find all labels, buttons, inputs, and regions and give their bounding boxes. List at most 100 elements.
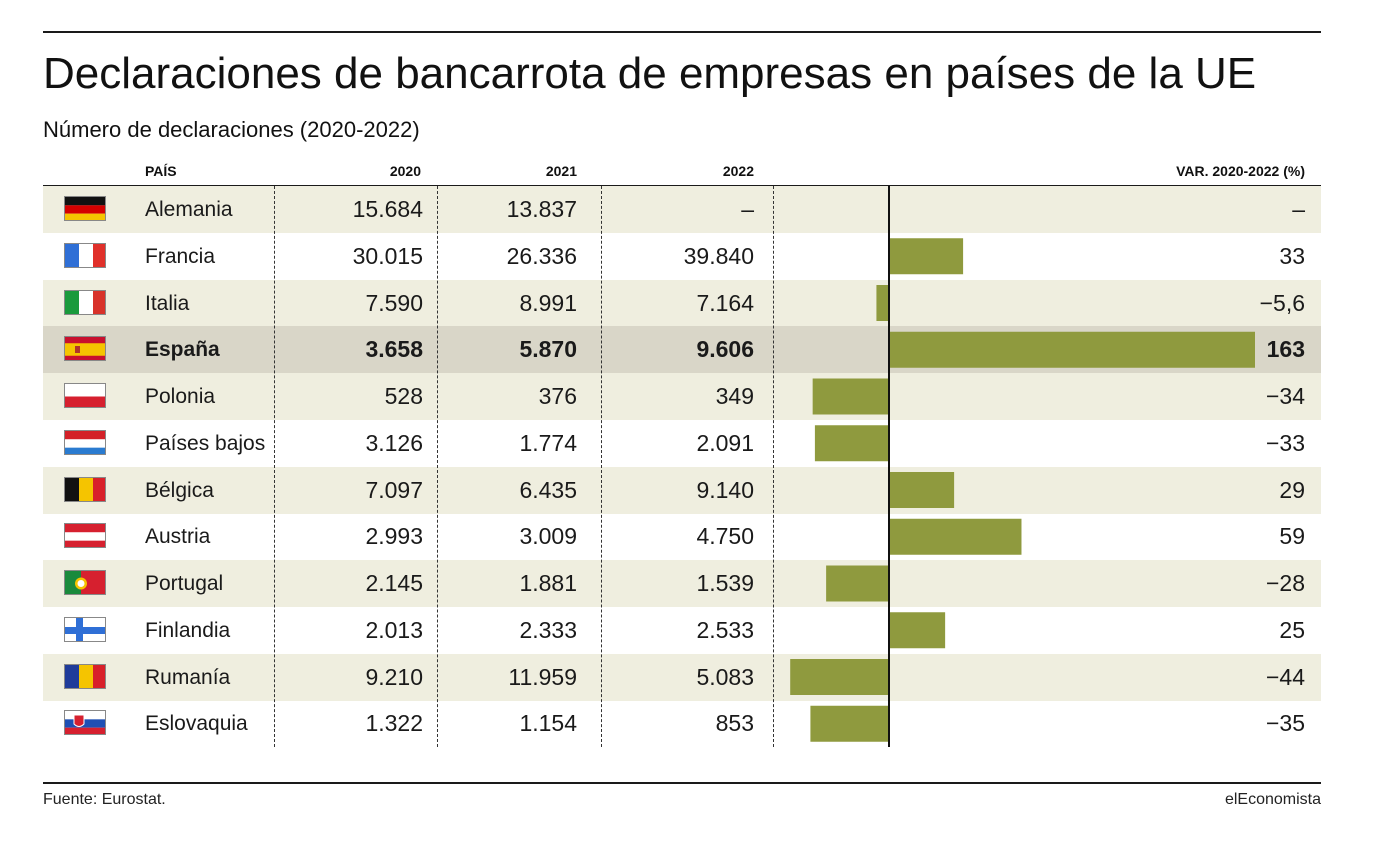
table-row: Rumanía 9.210 11.959 5.083 −44 (43, 653, 1321, 701)
country-name: Eslovaquia (145, 712, 248, 736)
country-name: Portugal (145, 572, 224, 595)
table-row: Austria 2.993 3.009 4.750 59 (43, 513, 1321, 560)
country-name: Bélgica (145, 478, 214, 502)
belgium-flag (64, 476, 106, 502)
value-2020: 7.097 (365, 476, 423, 503)
germany-flag (64, 196, 106, 221)
country-name: Países bajos (145, 431, 266, 455)
value-2020: 2.013 (365, 616, 423, 643)
netherlands-flag (64, 429, 106, 455)
value-2022: 4.750 (696, 523, 754, 550)
finland-flag (64, 616, 106, 642)
poland-flag (64, 383, 106, 408)
column-divider (601, 186, 602, 747)
austria-flag (64, 523, 106, 549)
value-2020: 528 (384, 383, 423, 409)
value-2022: 9.606 (696, 336, 754, 363)
chart-subtitle: Número de declaraciones (2020-2022) (43, 117, 420, 142)
value-2022: 2.533 (696, 616, 754, 643)
header-2022: 2022 (722, 163, 754, 179)
table-row: Bélgica 7.097 6.435 9.140 29 (43, 466, 1321, 514)
value-2021: 3.009 (519, 523, 577, 550)
table-row: Alemania 15.684 13.837 – – (43, 186, 1321, 233)
data-table: Alemania 15.684 13.837 – – Francia 30.015 26.33… (43, 186, 1321, 747)
value-2021: 376 (538, 383, 577, 409)
table-row: Italia 7.590 8.991 7.164 −5,6 (43, 279, 1321, 327)
romania-flag (64, 663, 106, 689)
value-2022: 1.539 (696, 570, 754, 596)
value-2020: 2.993 (365, 523, 423, 550)
italy-flag (64, 289, 106, 315)
country-name: Polonia (145, 385, 216, 408)
value-2021: 1.774 (519, 429, 577, 456)
table-row: España 3.658 5.870 9.606 163 (43, 326, 1321, 374)
country-name: Alemania (145, 198, 233, 221)
variation-label: −44 (1265, 663, 1305, 690)
value-2020: 30.015 (352, 242, 423, 269)
table-row: Polonia 528 376 349 −34 (43, 373, 1321, 420)
header-variation: VAR. 2020-2022 (%) (1176, 163, 1305, 179)
value-2022: 5.083 (696, 663, 754, 690)
table-row: Francia 30.015 26.336 39.840 33 (43, 233, 1321, 280)
portugal-flag (64, 570, 106, 595)
variation-label: −5,6 (1259, 289, 1305, 316)
spain-flag (64, 336, 106, 362)
variation-label: 59 (1279, 523, 1305, 550)
variation-label: 163 (1266, 336, 1305, 363)
country-name: Finlandia (145, 618, 231, 642)
country-name: Rumanía (145, 665, 231, 689)
zero-axis (888, 186, 890, 747)
value-2020: 9.210 (365, 663, 423, 690)
value-2021: 13.837 (506, 196, 577, 222)
header-2021: 2021 (545, 163, 577, 179)
table-row: Portugal 2.145 1.881 1.539 −28 (43, 560, 1321, 607)
value-2022: 2.091 (696, 429, 754, 456)
value-2022: 39.840 (683, 242, 754, 269)
source-note: Fuente: Eurostat. (43, 791, 166, 808)
value-2021: 1.154 (519, 710, 577, 737)
variation-label: 25 (1279, 616, 1305, 643)
header-country: PAÍS (145, 163, 177, 179)
chart-title: Declaraciones de bancarrota de empresas … (43, 49, 1257, 98)
country-name: Italia (145, 291, 190, 315)
variation-label: −35 (1265, 710, 1305, 737)
bottom-rule (43, 782, 1321, 784)
value-2020: 2.145 (365, 570, 423, 596)
variation-label: 33 (1279, 242, 1305, 269)
top-rule (43, 31, 1321, 33)
variation-label: −34 (1265, 383, 1305, 409)
variation-label: 29 (1279, 476, 1305, 503)
header-rule (43, 185, 1321, 186)
table-row: Eslovaquia 1.322 1.154 853 −35 (43, 700, 1321, 747)
value-2022: 9.140 (696, 476, 754, 503)
value-2022: 853 (715, 710, 754, 737)
value-2022: 349 (715, 383, 754, 409)
value-2021: 6.435 (519, 476, 577, 503)
france-flag (64, 242, 106, 268)
slovakia-flag (64, 710, 106, 736)
column-divider (274, 186, 275, 747)
column-divider (437, 186, 438, 747)
value-2021: 5.870 (519, 336, 577, 363)
column-divider (773, 186, 774, 747)
value-2021: 8.991 (519, 289, 577, 316)
value-2020: 1.322 (365, 710, 423, 737)
value-2022: – (741, 196, 754, 222)
header-2020: 2020 (389, 163, 421, 179)
value-2021: 2.333 (519, 616, 577, 643)
variation-label: – (1292, 196, 1305, 222)
country-name: Austria (145, 525, 211, 549)
value-2021: 26.336 (506, 242, 577, 269)
country-name: España (145, 338, 220, 362)
brand-logo: elEconomista (1224, 791, 1321, 808)
value-2022: 7.164 (696, 289, 754, 316)
value-2020: 3.126 (365, 429, 423, 456)
value-2021: 1.881 (519, 570, 577, 596)
table-row: Finlandia 2.013 2.333 2.533 25 (43, 607, 1321, 654)
value-2020: 3.658 (365, 336, 423, 363)
value-2021: 11.959 (508, 663, 577, 690)
value-2020: 15.684 (352, 196, 423, 222)
value-2020: 7.590 (365, 289, 423, 316)
variation-label: −33 (1265, 429, 1305, 456)
table-row: Países bajos 3.126 1.774 2.091 −33 (43, 420, 1321, 467)
